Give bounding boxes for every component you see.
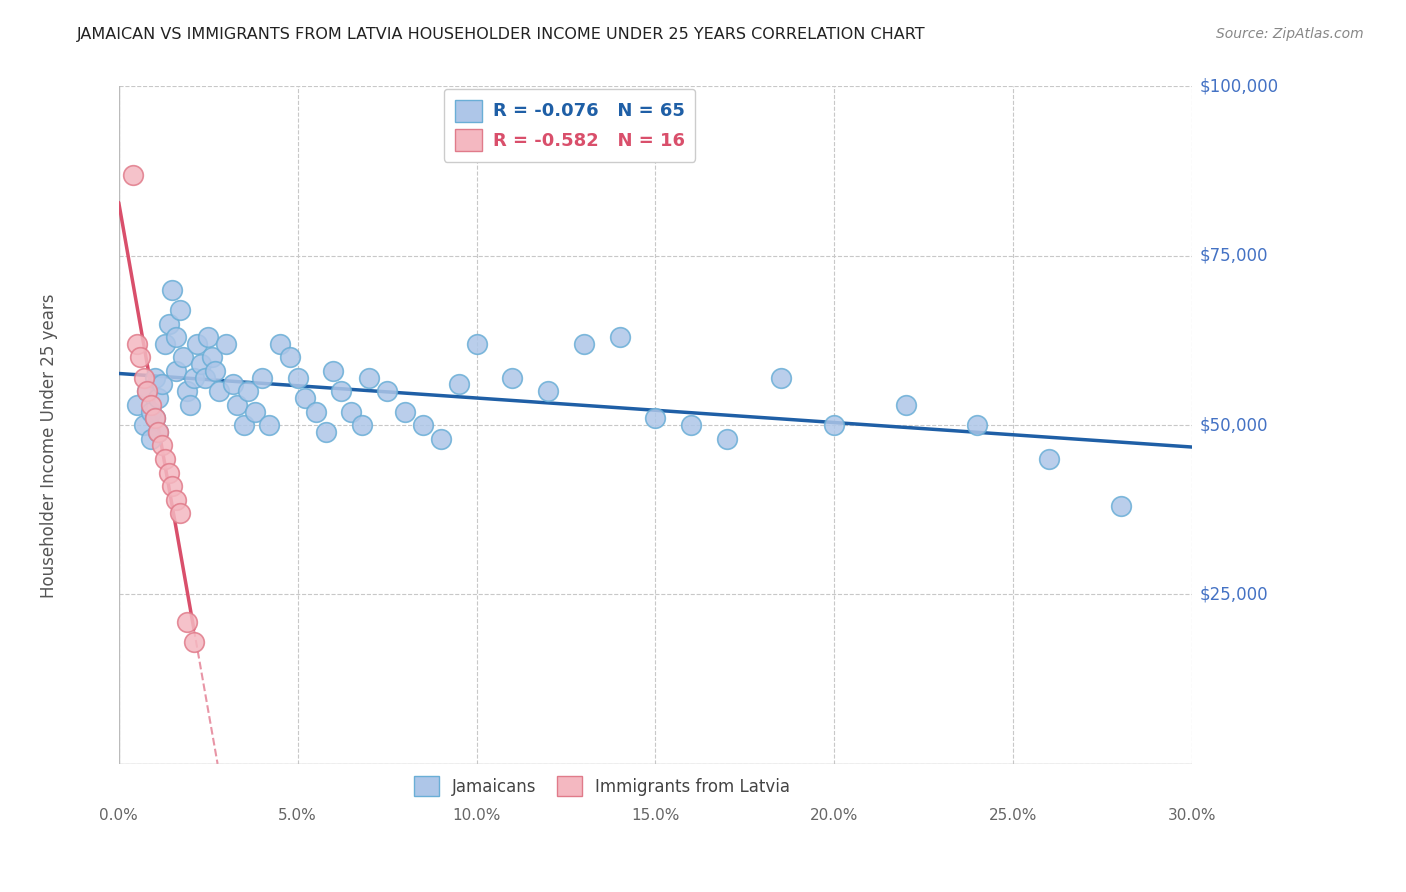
Text: $75,000: $75,000 bbox=[1199, 247, 1268, 265]
Point bbox=[157, 317, 180, 331]
Point bbox=[125, 336, 148, 351]
Point bbox=[225, 398, 247, 412]
Point bbox=[243, 404, 266, 418]
Text: 10.0%: 10.0% bbox=[453, 808, 501, 822]
Point bbox=[162, 283, 184, 297]
Point bbox=[236, 384, 259, 399]
Text: 25.0%: 25.0% bbox=[988, 808, 1038, 822]
Point bbox=[162, 479, 184, 493]
Point bbox=[537, 384, 560, 399]
Point bbox=[287, 370, 309, 384]
Point bbox=[179, 398, 201, 412]
Point bbox=[501, 370, 523, 384]
Text: $50,000: $50,000 bbox=[1199, 417, 1268, 434]
Point bbox=[122, 168, 145, 182]
Point bbox=[197, 330, 219, 344]
Point bbox=[136, 384, 159, 399]
Text: 30.0%: 30.0% bbox=[1168, 808, 1216, 822]
Point bbox=[172, 351, 194, 365]
Point bbox=[150, 438, 173, 452]
Text: $25,000: $25,000 bbox=[1199, 585, 1268, 604]
Point bbox=[176, 384, 198, 399]
Point bbox=[169, 506, 191, 520]
Point bbox=[322, 364, 344, 378]
Point bbox=[257, 418, 280, 433]
Point bbox=[572, 336, 595, 351]
Point bbox=[894, 398, 917, 412]
Point bbox=[315, 425, 337, 439]
Point bbox=[146, 425, 169, 439]
Point bbox=[139, 404, 162, 418]
Point bbox=[1109, 500, 1132, 514]
Point bbox=[165, 330, 187, 344]
Point bbox=[146, 391, 169, 405]
Point bbox=[269, 336, 291, 351]
Point bbox=[222, 377, 245, 392]
Point bbox=[447, 377, 470, 392]
Point bbox=[609, 330, 631, 344]
Text: 5.0%: 5.0% bbox=[278, 808, 316, 822]
Text: 0.0%: 0.0% bbox=[100, 808, 138, 822]
Legend: Jamaicans, Immigrants from Latvia: Jamaicans, Immigrants from Latvia bbox=[406, 769, 797, 803]
Point bbox=[375, 384, 398, 399]
Point bbox=[132, 370, 155, 384]
Point bbox=[716, 432, 738, 446]
Point bbox=[157, 466, 180, 480]
Point bbox=[329, 384, 352, 399]
Point bbox=[280, 351, 302, 365]
Point bbox=[176, 615, 198, 629]
Point bbox=[183, 370, 205, 384]
Point bbox=[250, 370, 273, 384]
Point bbox=[208, 384, 231, 399]
Point bbox=[215, 336, 238, 351]
Point bbox=[146, 425, 169, 439]
Point bbox=[186, 336, 208, 351]
Point bbox=[136, 384, 159, 399]
Point bbox=[359, 370, 381, 384]
Point bbox=[412, 418, 434, 433]
Point bbox=[155, 336, 177, 351]
Point bbox=[394, 404, 416, 418]
Point bbox=[190, 357, 212, 371]
Text: 20.0%: 20.0% bbox=[810, 808, 859, 822]
Point bbox=[429, 432, 451, 446]
Point bbox=[132, 418, 155, 433]
Point bbox=[233, 418, 256, 433]
Text: Householder Income Under 25 years: Householder Income Under 25 years bbox=[41, 293, 58, 599]
Point bbox=[194, 370, 217, 384]
Point bbox=[644, 411, 666, 425]
Point bbox=[681, 418, 703, 433]
Text: Source: ZipAtlas.com: Source: ZipAtlas.com bbox=[1216, 27, 1364, 41]
Point bbox=[143, 411, 166, 425]
Point bbox=[165, 492, 187, 507]
Point bbox=[150, 377, 173, 392]
Point bbox=[125, 398, 148, 412]
Point bbox=[294, 391, 316, 405]
Point bbox=[340, 404, 363, 418]
Point bbox=[155, 452, 177, 467]
Point bbox=[139, 432, 162, 446]
Point bbox=[966, 418, 988, 433]
Point bbox=[169, 303, 191, 318]
Text: $100,000: $100,000 bbox=[1199, 78, 1278, 95]
Point bbox=[143, 370, 166, 384]
Point bbox=[204, 364, 226, 378]
Point bbox=[1038, 452, 1060, 467]
Point bbox=[823, 418, 845, 433]
Point bbox=[350, 418, 373, 433]
Point bbox=[129, 351, 152, 365]
Point bbox=[165, 364, 187, 378]
Text: JAMAICAN VS IMMIGRANTS FROM LATVIA HOUSEHOLDER INCOME UNDER 25 YEARS CORRELATION: JAMAICAN VS IMMIGRANTS FROM LATVIA HOUSE… bbox=[77, 27, 927, 42]
Point bbox=[143, 411, 166, 425]
Point bbox=[769, 370, 792, 384]
Point bbox=[183, 635, 205, 649]
Point bbox=[465, 336, 488, 351]
Point bbox=[201, 351, 224, 365]
Point bbox=[304, 404, 326, 418]
Point bbox=[139, 398, 162, 412]
Text: 15.0%: 15.0% bbox=[631, 808, 679, 822]
